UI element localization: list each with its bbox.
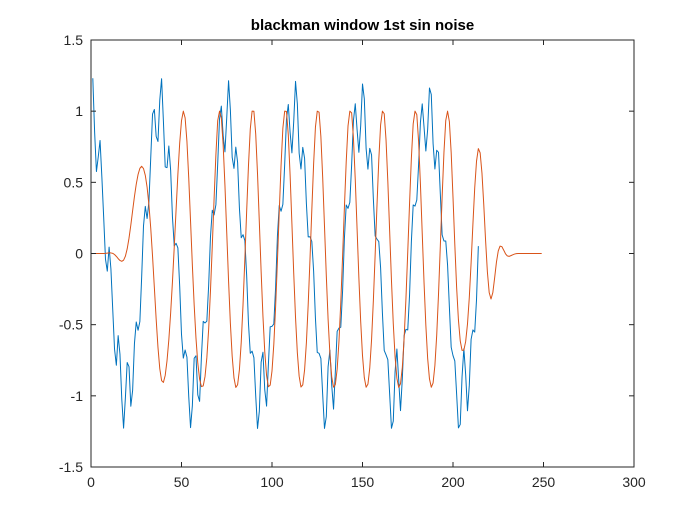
- series-layer: [92, 78, 542, 429]
- series-line-2: [92, 110, 542, 388]
- x-tick-label: 300: [622, 474, 646, 490]
- x-tick-label: 150: [351, 474, 375, 490]
- y-tick-label: 1.5: [64, 32, 84, 48]
- ticks-layer: 0 50 100 150 200 250 300 -1.5 -1 -0.5 0 0.5 1 1.5: [59, 32, 646, 490]
- y-tick-label: -1.5: [59, 459, 83, 475]
- x-tick-label: 200: [441, 474, 465, 490]
- x-tick-label: 250: [532, 474, 556, 490]
- plot-area: [91, 40, 634, 467]
- y-tick-label: -0.5: [59, 317, 83, 333]
- x-tick-label: 100: [260, 474, 284, 490]
- y-tick-label: 1: [75, 103, 83, 119]
- series-line-1: [92, 78, 479, 429]
- x-tick-label: 50: [174, 474, 190, 490]
- x-tick-label: 0: [87, 474, 95, 490]
- y-tick-label: 0.5: [64, 174, 84, 190]
- y-tick-label: -1: [71, 388, 84, 404]
- y-tick-label: 0: [75, 246, 83, 262]
- chart-title: blackman window 1st sin noise: [251, 17, 474, 34]
